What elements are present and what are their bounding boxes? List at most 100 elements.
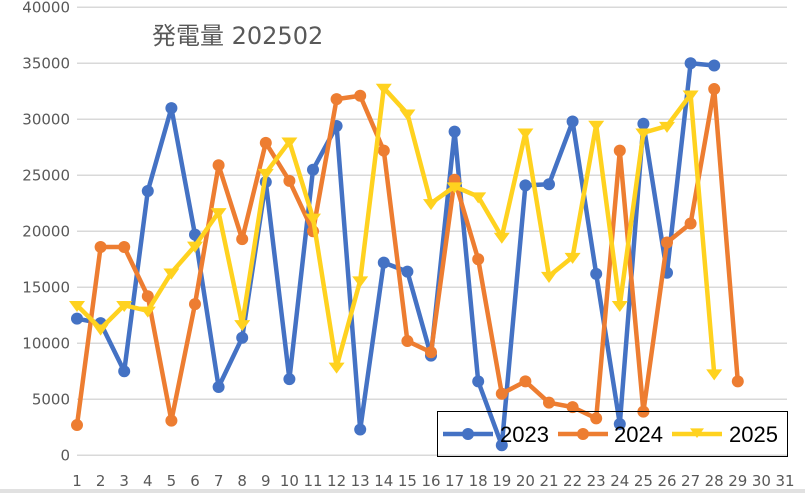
data-point-marker <box>564 252 581 264</box>
x-tick-label: 4 <box>143 472 153 490</box>
data-point-marker <box>661 236 673 249</box>
data-point-marker <box>543 178 555 191</box>
data-point-marker <box>637 117 650 130</box>
data-point-marker <box>118 240 131 253</box>
x-tick-label: 29 <box>728 472 747 490</box>
data-point-marker <box>71 419 83 432</box>
legend-marker-icon <box>577 428 589 440</box>
x-tick-label: 13 <box>351 472 370 490</box>
data-point-marker <box>495 439 508 452</box>
data-point-marker <box>423 199 439 211</box>
data-point-marker <box>635 128 652 140</box>
data-point-marker <box>330 93 343 106</box>
data-point-marker <box>257 168 274 180</box>
data-point-marker <box>165 102 178 115</box>
data-point-marker <box>139 306 156 318</box>
data-point-marker <box>399 109 416 121</box>
data-point-marker <box>71 312 83 325</box>
data-point-marker <box>354 423 367 436</box>
x-tick-label: 31 <box>775 472 794 490</box>
data-point-marker <box>588 120 605 132</box>
data-point-marker <box>354 89 367 102</box>
x-tick-label: 19 <box>492 472 511 490</box>
data-point-marker <box>708 59 721 72</box>
legend-box <box>437 411 788 457</box>
x-tick-label: 11 <box>303 472 322 490</box>
legend-label: 2023 <box>500 422 549 447</box>
x-tick-label: 28 <box>705 472 724 490</box>
x-tick-label: 24 <box>610 472 629 490</box>
data-point-marker <box>708 83 721 96</box>
data-point-marker <box>401 265 414 278</box>
data-point-marker <box>118 365 131 378</box>
data-point-marker <box>517 128 534 140</box>
data-point-marker <box>259 136 272 149</box>
x-tick-label: 21 <box>539 472 558 490</box>
x-tick-label: 22 <box>563 472 582 490</box>
data-point-marker <box>141 184 154 197</box>
x-tick-label: 1 <box>72 472 82 490</box>
x-tick-label: 12 <box>327 472 346 490</box>
x-tick-label: 7 <box>214 472 224 490</box>
x-tick-label: 5 <box>167 472 177 490</box>
data-point-marker <box>234 320 251 332</box>
data-point-marker <box>328 362 345 374</box>
data-point-marker <box>165 414 178 427</box>
series-2023 <box>71 57 721 452</box>
data-point-marker <box>352 276 369 288</box>
data-point-marker <box>613 144 626 157</box>
data-point-marker <box>448 125 461 138</box>
data-point-marker <box>69 301 85 313</box>
legend: 2023 2024 2025 <box>437 411 788 457</box>
x-tick-label: 2 <box>96 472 106 490</box>
x-tick-label: 10 <box>280 472 299 490</box>
y-tick-label: 40000 <box>22 0 70 16</box>
data-point-marker <box>141 290 154 303</box>
x-tick-label: 23 <box>587 472 606 490</box>
x-tick-label: 14 <box>374 472 393 490</box>
data-point-marker <box>212 159 225 172</box>
chart-title: 発電量 202502 <box>152 22 323 50</box>
data-point-marker <box>590 267 603 280</box>
data-point-marker <box>682 90 699 102</box>
data-point-marker <box>163 268 180 280</box>
legend-item-2023: 2023 <box>443 422 549 447</box>
data-point-marker <box>375 83 392 95</box>
legend-marker-icon <box>690 428 704 438</box>
y-tick-label: 20000 <box>22 222 70 240</box>
data-point-marker <box>236 233 249 246</box>
x-tick-label: 15 <box>398 472 417 490</box>
data-point-marker <box>307 163 319 176</box>
legend-marker-icon <box>462 428 474 440</box>
data-point-marker <box>401 335 414 348</box>
x-tick-label: 20 <box>516 472 535 490</box>
data-point-marker <box>377 144 390 157</box>
data-point-marker <box>493 232 510 244</box>
x-tick-label: 17 <box>445 472 464 490</box>
series-2025 <box>69 83 723 381</box>
data-point-marker <box>94 240 107 253</box>
data-point-marker <box>684 217 697 230</box>
y-tick-label: 0 <box>60 446 70 464</box>
data-point-marker <box>189 298 201 311</box>
y-tick-label: 15000 <box>22 278 70 296</box>
data-point-marker <box>212 380 225 393</box>
legend-label: 2024 <box>614 422 663 447</box>
data-point-marker <box>495 387 508 400</box>
data-point-marker <box>706 369 723 381</box>
legend-label: 2025 <box>729 422 778 447</box>
data-point-marker <box>659 121 675 133</box>
data-point-marker <box>519 375 532 388</box>
data-point-marker <box>472 375 485 388</box>
x-tick-label: 26 <box>657 472 676 490</box>
series-line <box>74 85 717 376</box>
y-tick-label: 35000 <box>22 54 70 72</box>
data-point-marker <box>611 301 628 313</box>
y-tick-label: 5000 <box>32 390 70 408</box>
x-tick-label: 30 <box>752 472 771 490</box>
series-line <box>74 61 717 448</box>
data-point-marker <box>446 182 463 194</box>
data-point-marker <box>590 412 603 425</box>
x-tick-label: 18 <box>469 472 488 490</box>
